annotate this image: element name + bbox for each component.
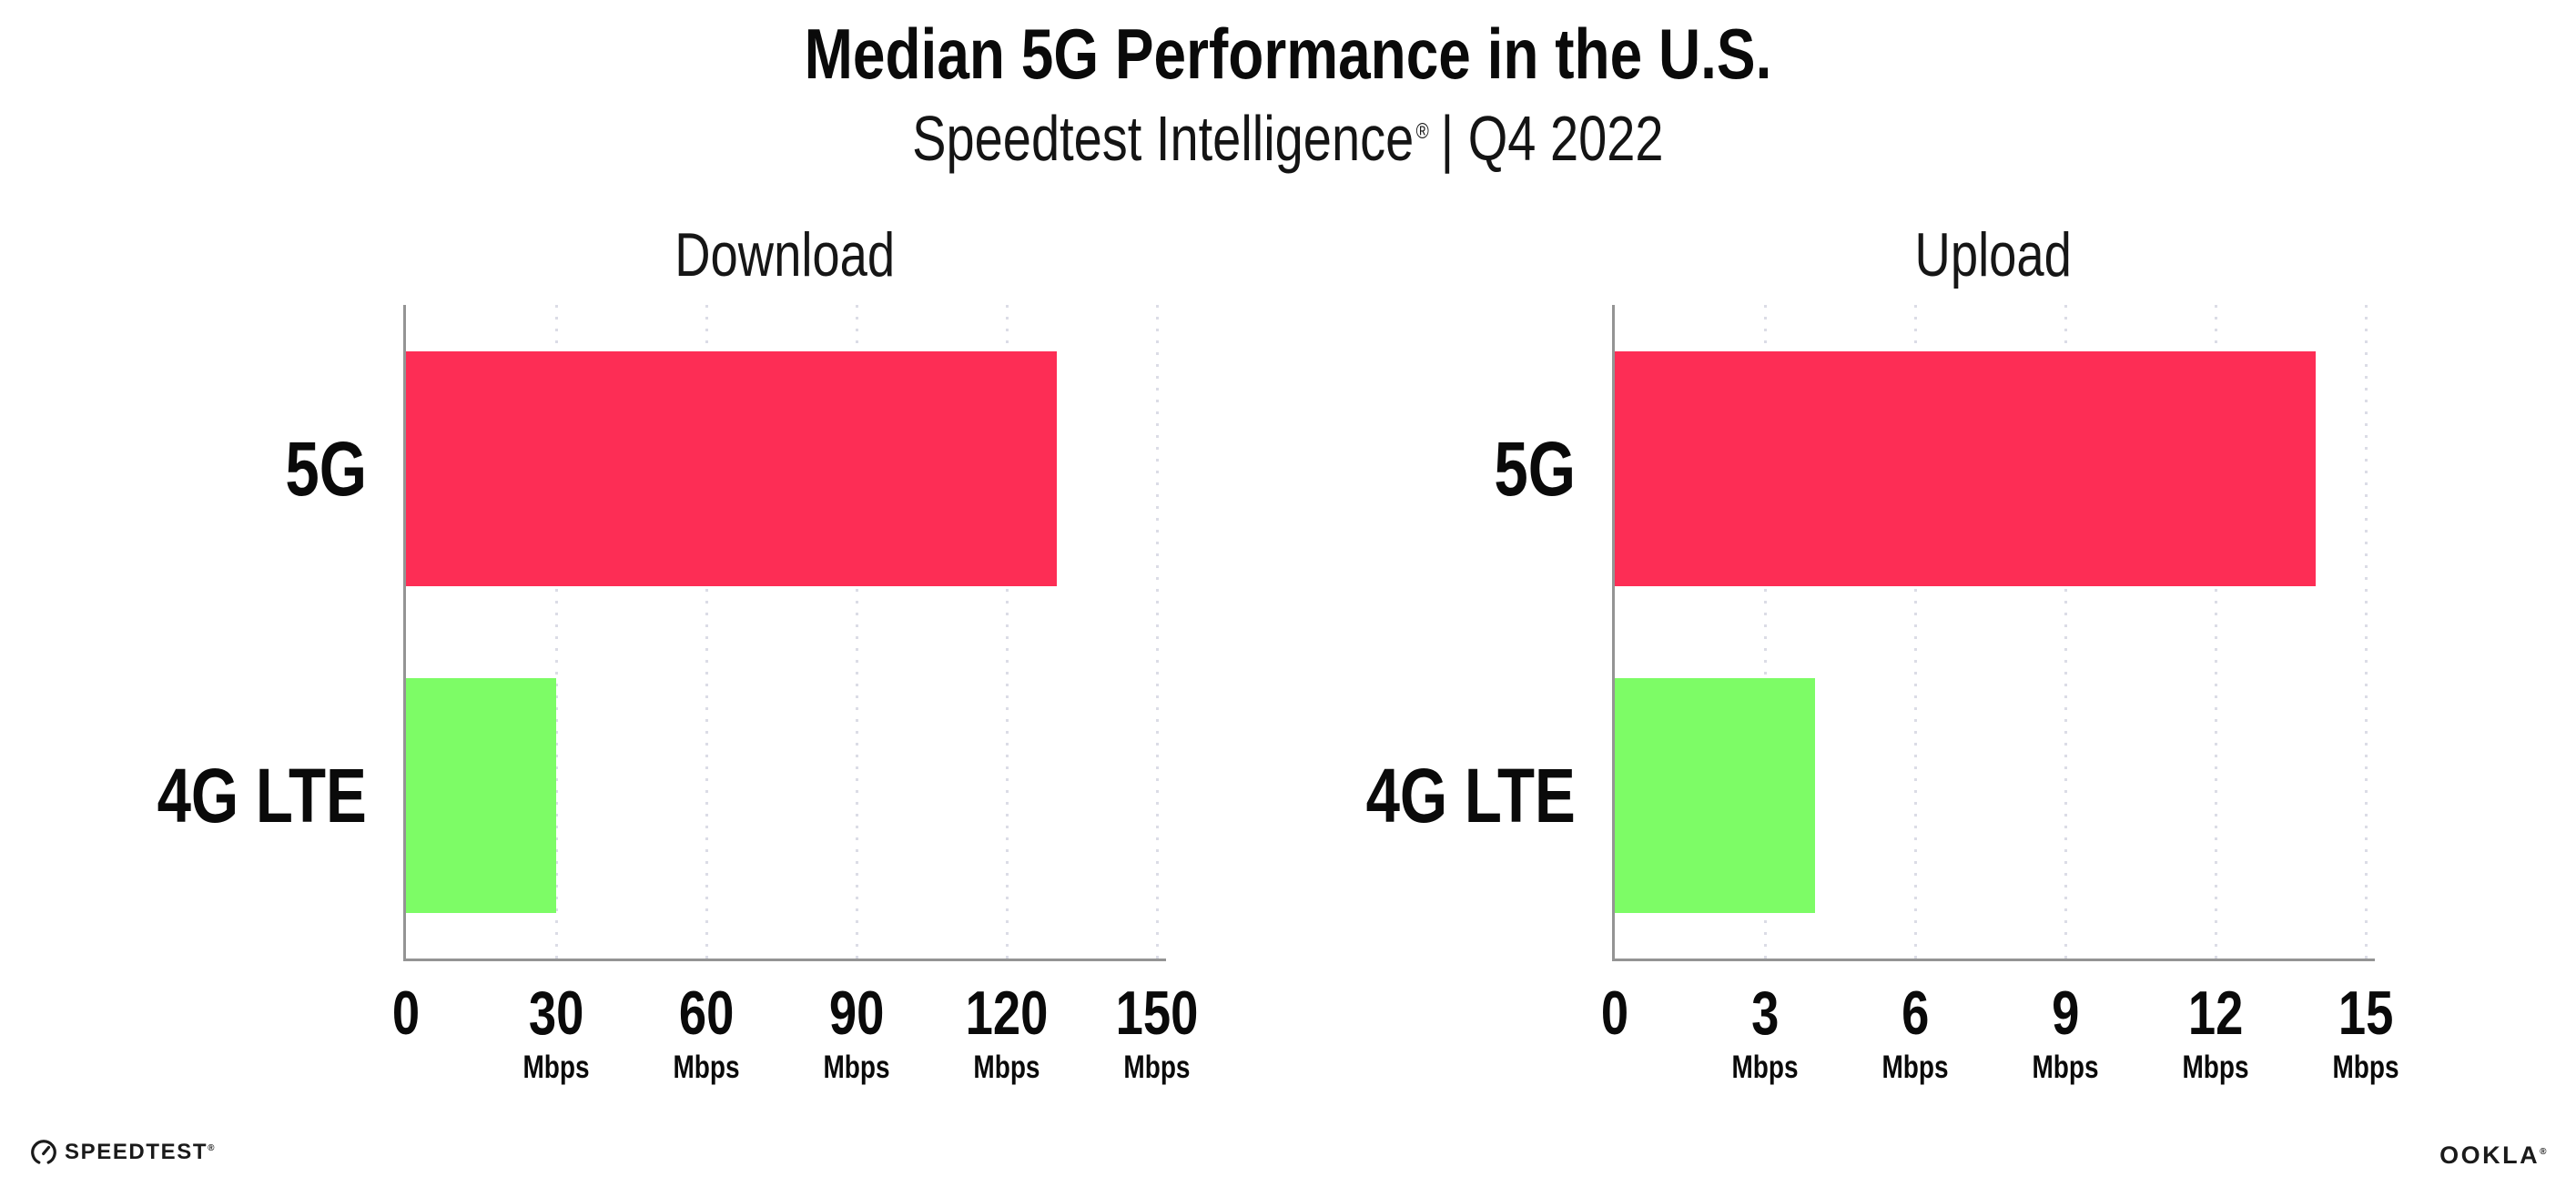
tick-unit: Mbps [2032,1050,2099,1085]
page-title-text: Median 5G Performance in the U.S. [804,14,1772,94]
category-label-4g-lte: 4G LTE [1365,753,1576,838]
subtitle-period: | Q4 2022 [1440,103,1664,174]
gridline-9 [2064,305,2067,959]
tick-unit: Mbps [2332,1050,2399,1085]
bar-4g-lte [406,678,556,913]
gridline-15 [2364,305,2368,959]
chart-title: Upload [1914,220,2073,289]
plot-area: 5G 4G LTE 0 3 Mbps 6 Mbps 9 Mbps 12 Mbps 15 Mbps [1366,305,2399,1083]
tick-unit: Mbps [973,1050,1040,1085]
gridline-30 [554,305,558,959]
tick-value: 15 [2338,979,2394,1048]
tick-value: 120 [965,979,1049,1048]
gridline-60 [705,305,708,959]
tick-unit: Mbps [1123,1050,1191,1085]
category-label-5g: 5G [285,426,367,512]
speedtest-logo: SPEEDTEST® [31,1138,216,1167]
chart-title: Download [674,220,895,289]
speedtest-wordmark: SPEEDTEST® [65,1140,217,1164]
gridline-120 [1005,305,1009,959]
tick-value: 0 [391,979,421,1048]
tick-value: 90 [828,979,885,1048]
chart-download: Download 5G 4G LTE 0 30 Mbps 60 Mbps 90 Mbps 120 M… [157,218,1199,1092]
subtitle-brand: Speedtest Intelligence [912,103,1415,174]
tick-value: 6 [1901,979,1930,1048]
tick-unit: Mbps [823,1050,890,1085]
ookla-wordmark: OOKLA® [2439,1141,2549,1169]
tick-unit: Mbps [522,1050,590,1085]
tick-value: 12 [2187,979,2244,1048]
tick-value: 9 [2051,979,2080,1048]
tick-value: 0 [1600,979,1629,1048]
tick-value: 3 [1750,979,1780,1048]
registered-trademark-icon: ® [1415,118,1429,144]
gridline-150 [1155,305,1159,959]
category-label-5g: 5G [1494,426,1576,512]
gridline-12 [2214,305,2217,959]
tick-unit: Mbps [2182,1050,2249,1085]
tick-unit: Mbps [673,1050,740,1085]
chart-upload: Upload 5G 4G LTE 0 3 Mbps 6 Mbps 9 Mbps 12 Mbps 15 M… [1366,218,2399,1092]
tick-value: 150 [1115,979,1199,1048]
tick-value: 60 [678,979,735,1048]
page-title: Median 5G Performance in the U.S. [0,13,2576,96]
gridline-90 [855,305,858,959]
ookla-registered-mark: ® [2540,1147,2549,1157]
tick-value: 30 [528,979,584,1048]
tick-unit: Mbps [1731,1050,1799,1085]
bar-5g [406,351,1057,586]
page-subtitle: Speedtest Intelligence ® | Q4 2022 [0,102,2576,175]
gridline-3 [1763,305,1767,959]
tick-unit: Mbps [1881,1050,1949,1085]
speedtest-gauge-icon [31,1140,56,1165]
bar-5g [1615,351,2316,586]
gridline-6 [1913,305,1917,959]
bar-4g-lte [1615,678,1815,913]
speedtest-registered-mark: ® [208,1143,217,1153]
plot-area: 5G 4G LTE 0 30 Mbps 60 Mbps 90 Mbps 120 Mbps 150 Mbp… [157,305,1198,1083]
category-label-4g-lte: 4G LTE [157,753,367,838]
